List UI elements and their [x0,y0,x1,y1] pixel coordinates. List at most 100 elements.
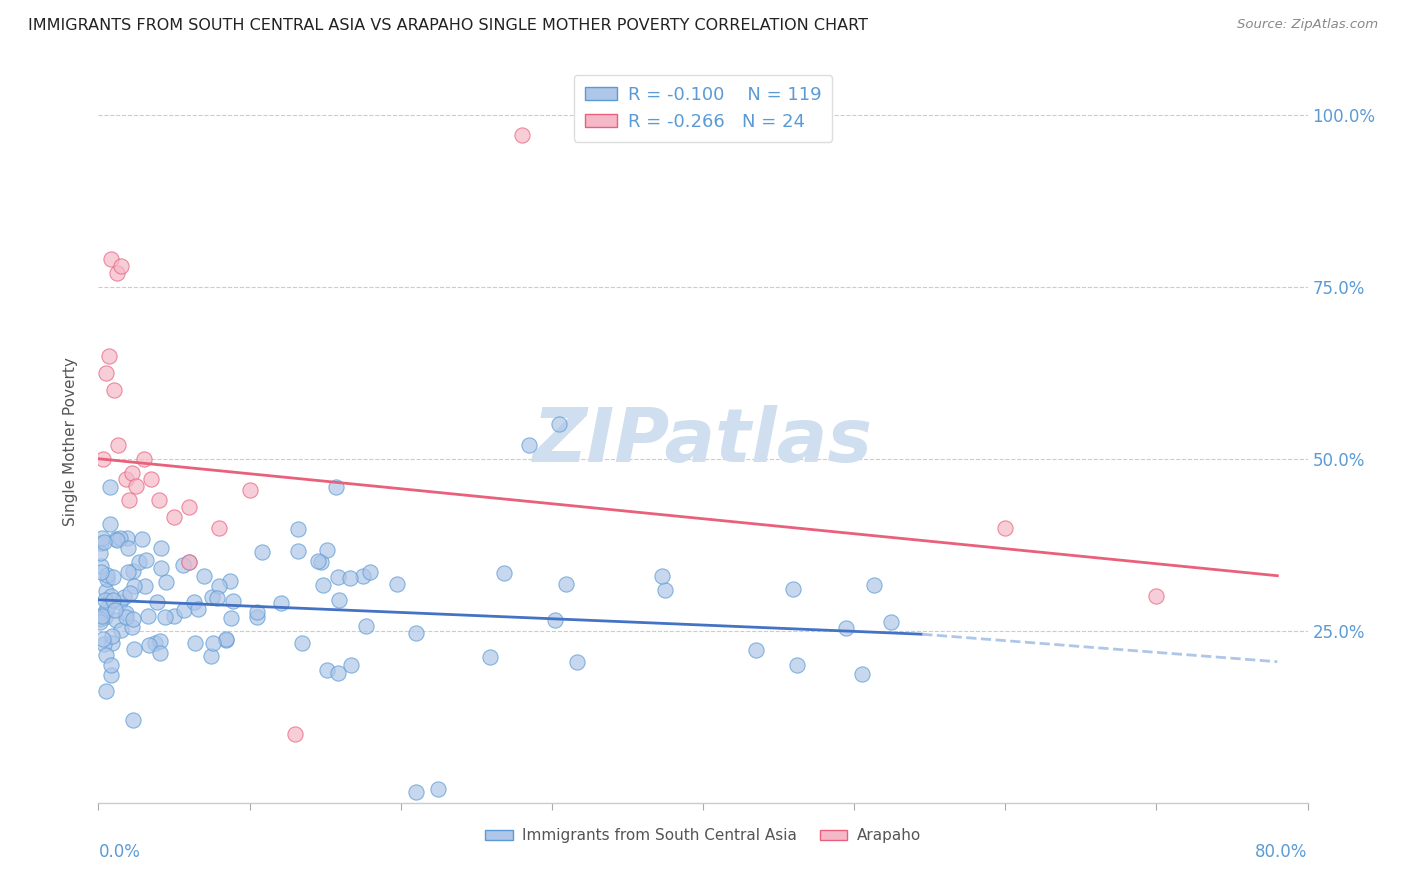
Point [387,577,409,591]
Point [309,555,332,569]
Point [105,533,128,547]
Point [202,636,225,650]
Point [94,366,117,380]
Point [141,472,163,486]
Point [96,600,118,615]
Point [179,555,201,569]
Point [250,545,273,559]
Point [427,782,450,797]
Point [246,606,269,620]
Point [183,595,205,609]
Point [149,646,172,660]
Point [128,556,150,570]
Point [121,620,143,634]
Point [110,532,132,546]
Point [122,564,145,578]
Point [835,621,858,635]
Point [149,634,172,648]
Point [862,578,884,592]
Point [163,609,186,624]
Point [118,493,141,508]
Point [543,613,565,627]
Point [148,493,170,508]
Point [117,565,139,579]
Point [745,642,768,657]
Point [93,637,115,651]
Point [353,569,375,583]
Text: 0.0%: 0.0% [98,843,141,861]
Point [179,500,201,514]
Point [94,605,117,619]
Point [205,591,228,606]
Point [90,608,112,623]
Point [135,552,157,566]
Text: IMMIGRANTS FROM SOUTH CENTRAL ASIA VS ARAPAHO SINGLE MOTHER POVERTY CORRELATION : IMMIGRANTS FROM SOUTH CENTRAL ASIA VS AR… [28,18,868,33]
Point [115,531,138,545]
Point [122,579,145,593]
Point [786,657,808,672]
Point [145,595,167,609]
Point [548,417,571,432]
Point [193,569,215,583]
Point [100,657,122,672]
Point [201,590,224,604]
Point [89,612,111,626]
Point [121,611,143,625]
Point [100,480,122,494]
Y-axis label: Single Mother Poverty: Single Mother Poverty [63,357,77,526]
Point [150,541,173,556]
Legend: Immigrants from South Central Asia, Arapaho: Immigrants from South Central Asia, Arap… [479,822,927,849]
Point [208,520,231,534]
Point [328,570,350,584]
Point [173,603,195,617]
Point [359,565,381,579]
Point [132,451,155,466]
Point [555,577,578,591]
Point [105,532,128,546]
Point [96,572,118,586]
Point [510,128,533,143]
Point [117,541,139,555]
Point [91,531,114,545]
Point [339,657,361,672]
Text: 80.0%: 80.0% [1256,843,1308,861]
Point [994,520,1017,534]
Point [114,472,136,486]
Point [104,603,127,617]
Point [187,602,209,616]
Point [651,568,673,582]
Point [138,638,160,652]
Point [307,554,329,568]
Point [91,632,114,647]
Point [90,566,112,580]
Point [101,593,124,607]
Point [208,579,231,593]
Point [90,536,112,550]
Point [325,480,347,494]
Point [120,586,142,600]
Point [108,594,131,608]
Point [114,606,136,620]
Point [517,438,540,452]
Point [121,466,143,480]
Point [184,636,207,650]
Point [90,558,112,573]
Point [94,609,117,624]
Point [100,589,122,603]
Point [163,510,186,524]
Point [287,544,309,558]
Point [89,546,111,560]
Point [94,593,117,607]
Point [219,574,242,589]
Point [155,575,177,590]
Point [98,516,121,531]
Point [492,566,515,580]
Point [110,624,132,638]
Point [110,259,132,273]
Point [246,610,269,624]
Point [101,635,124,649]
Point [96,568,118,582]
Point [122,713,145,727]
Point [200,648,222,663]
Point [215,632,238,647]
